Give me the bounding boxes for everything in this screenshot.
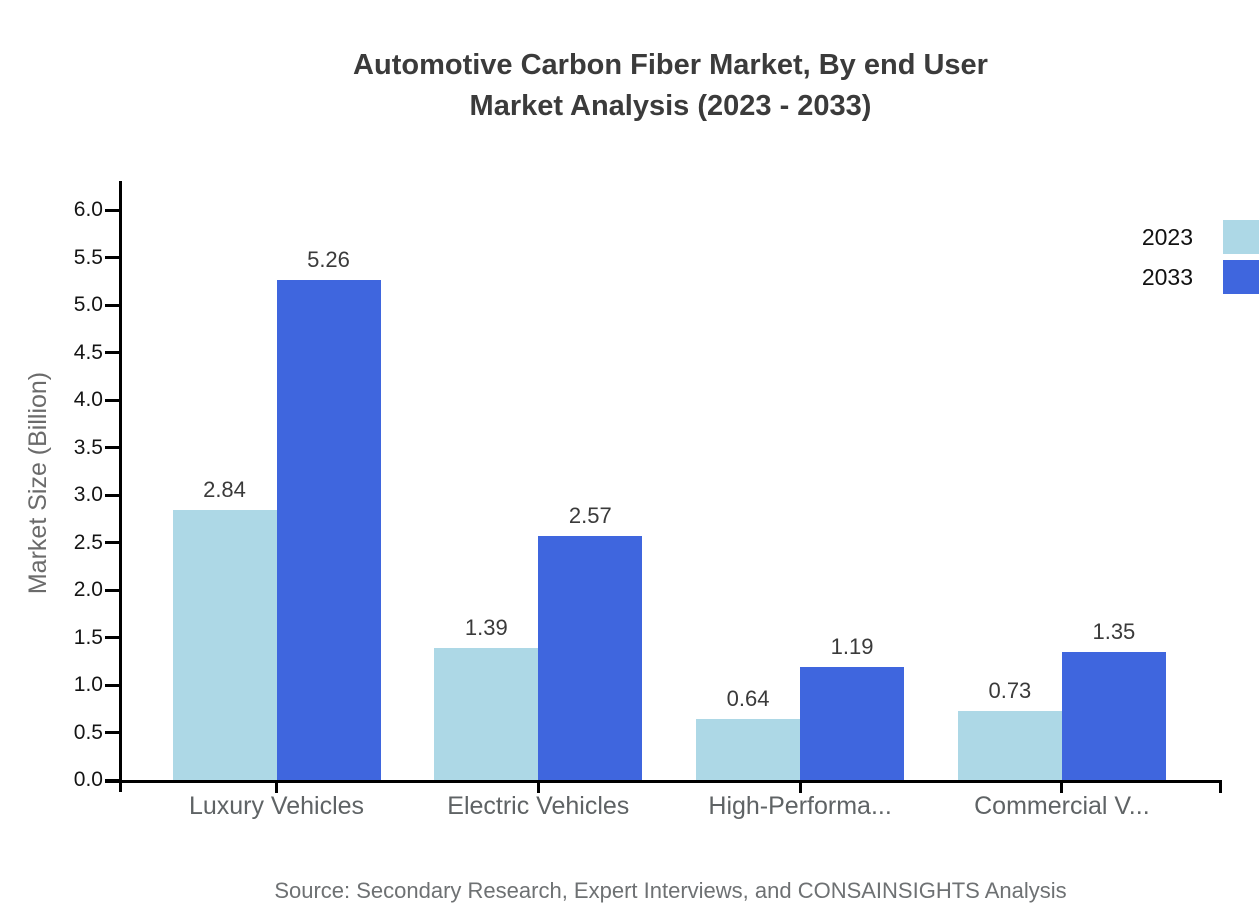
y-tick — [105, 731, 119, 734]
x-tick — [275, 780, 278, 793]
legend-swatch-2023 — [1223, 220, 1259, 254]
bar-2033-3 — [1061, 651, 1166, 780]
x-tick-label: Commercial V... — [974, 792, 1150, 820]
y-tick-label: 2.5 — [73, 530, 103, 554]
x-tick — [1060, 780, 1064, 793]
y-tick-label: 6.0 — [73, 198, 103, 221]
y-tick — [105, 636, 119, 639]
x-tick-label: Electric Vehicles — [447, 792, 630, 820]
y-tick-label: 4.5 — [73, 340, 103, 364]
bar-value-label: 2.84 — [203, 477, 246, 503]
legend-item-2023: 2023 — [1142, 217, 1259, 257]
y-tick-label: 5.5 — [73, 245, 103, 269]
y-tick-label: 1.0 — [73, 673, 103, 696]
bar-value-label: 0.64 — [726, 686, 770, 712]
bar-value-label: 5.26 — [307, 247, 350, 273]
bar-2023-3 — [957, 710, 1062, 780]
y-tick — [105, 208, 119, 212]
bar-2033-0 — [276, 280, 381, 780]
bar-2023-1 — [434, 647, 539, 780]
y-tick — [105, 541, 119, 544]
y-tick-label: 0.5 — [73, 720, 103, 744]
chart-title-line1: Automotive Carbon Fiber Market, By end U… — [353, 49, 988, 81]
legend-item-2033: 2033 — [1142, 257, 1259, 297]
legend-label-2023: 2023 — [1141, 223, 1193, 250]
y-tick — [105, 493, 119, 497]
bar-2033-2 — [800, 666, 905, 780]
x-axis-line — [105, 780, 1222, 783]
bar-value-label: 2.57 — [568, 502, 612, 528]
bar-value-label: 1.19 — [830, 633, 874, 659]
chart-title: Automotive Carbon Fiber Market, By end U… — [119, 45, 1222, 127]
legend-label-2033: 2033 — [1141, 263, 1193, 290]
legend-swatch-2033 — [1223, 260, 1259, 294]
x-tick — [798, 780, 802, 793]
chart-title-line2: Market Analysis (2023 - 2033) — [469, 90, 872, 122]
legend: 2023 2033 — [1142, 217, 1259, 297]
bar-value-label: 1.39 — [464, 614, 508, 640]
y-tick — [105, 398, 119, 402]
bar-2033-1 — [538, 535, 643, 780]
bar-2023-2 — [696, 719, 801, 780]
y-tick — [105, 588, 119, 592]
y-tick-label: 3.0 — [73, 483, 103, 506]
bar-2023-0 — [172, 510, 277, 780]
y-tick-label: 0.0 — [73, 768, 103, 791]
y-tick-label: 4.0 — [73, 388, 103, 411]
source-attribution: Source: Secondary Research, Expert Inter… — [274, 878, 1067, 903]
y-tick — [105, 683, 119, 687]
y-tick-label: 2.0 — [73, 578, 103, 601]
y-tick — [105, 446, 119, 449]
x-tick-label: Luxury Vehicles — [188, 792, 365, 820]
y-tick-label: 5.0 — [73, 293, 103, 316]
y-tick-label: 1.5 — [73, 625, 103, 649]
bar-value-label: 1.35 — [1092, 618, 1136, 644]
y-tick — [105, 351, 119, 354]
x-tick — [536, 780, 540, 793]
y-tick — [105, 256, 119, 259]
y-tick-label: 3.5 — [73, 435, 103, 459]
x-axis-end-tick — [1219, 780, 1222, 793]
y-tick — [105, 778, 119, 782]
y-tick — [105, 303, 119, 307]
x-tick-label: High-Performa... — [708, 792, 892, 820]
bar-value-label: 0.73 — [988, 677, 1032, 703]
y-axis-line — [119, 181, 122, 792]
